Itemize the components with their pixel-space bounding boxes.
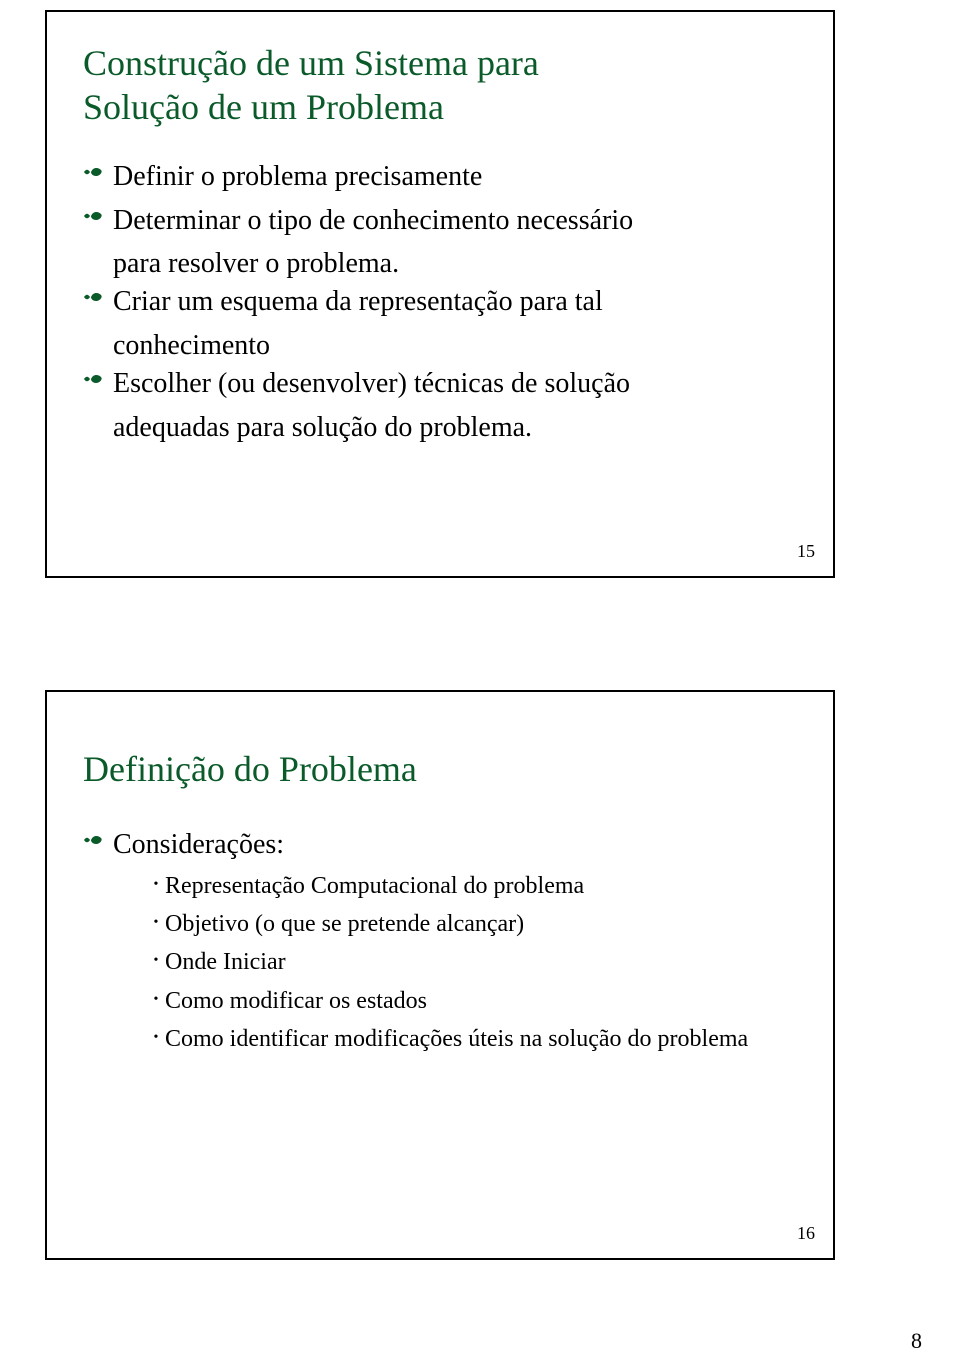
dot-icon: •: [147, 1023, 165, 1053]
bullet-text: Considerações:: [113, 826, 797, 864]
flourish-icon: [83, 208, 107, 222]
sub-bullet-item: • Como identificar modificações úteis na…: [147, 1023, 797, 1055]
bullet-continuation: adequadas para solução do problema.: [113, 409, 797, 447]
sub-bullet-text: Como modificar os estados: [165, 985, 797, 1017]
dot-icon: •: [147, 908, 165, 938]
title-line-1: Construção de um Sistema para: [83, 43, 539, 83]
bullet-continuation: conhecimento: [113, 327, 797, 365]
sub-bullet-text: Como identificar modificações úteis na s…: [165, 1023, 797, 1055]
flourish-icon: [83, 164, 107, 178]
slide-page-number: 16: [797, 1223, 815, 1244]
flourish-icon: [83, 289, 107, 303]
bullet-item: Considerações:: [83, 826, 797, 864]
flourish-icon: [83, 371, 107, 385]
document-page-number: 8: [911, 1328, 922, 1354]
flourish-icon: [83, 832, 107, 846]
sub-bullet-list: • Representação Computacional do problem…: [147, 870, 797, 1056]
slide-2-title: Definição do Problema: [83, 748, 797, 792]
bullet-continuation: para resolver o problema.: [113, 245, 797, 283]
dot-icon: •: [147, 985, 165, 1015]
bullet-item: Escolher (ou desenvolver) técnicas de so…: [83, 365, 797, 403]
sub-bullet-item: • Onde Iniciar: [147, 946, 797, 978]
sub-bullet-text: Onde Iniciar: [165, 946, 797, 978]
bullet-text: Criar um esquema da representação para t…: [113, 283, 797, 321]
slide-1-title: Construção de um Sistema para Solução de…: [83, 42, 797, 130]
slide-page-number: 15: [797, 541, 815, 562]
bullet-text: Definir o problema precisamente: [113, 158, 797, 196]
bullet-text: Determinar o tipo de conhecimento necess…: [113, 202, 797, 240]
sub-bullet-item: • Como modificar os estados: [147, 985, 797, 1017]
sub-bullet-item: • Objetivo (o que se pretende alcançar): [147, 908, 797, 940]
slide-1: Construção de um Sistema para Solução de…: [45, 10, 835, 578]
bullet-text: Escolher (ou desenvolver) técnicas de so…: [113, 365, 797, 403]
sub-bullet-item: • Representação Computacional do problem…: [147, 870, 797, 902]
title-line-2: Solução de um Problema: [83, 87, 444, 127]
sub-bullet-text: Representação Computacional do problema: [165, 870, 797, 902]
dot-icon: •: [147, 870, 165, 900]
bullet-item: Definir o problema precisamente: [83, 158, 797, 196]
bullet-item: Determinar o tipo de conhecimento necess…: [83, 202, 797, 240]
slide-2: Definição do Problema Considerações: • R…: [45, 690, 835, 1260]
bullet-item: Criar um esquema da representação para t…: [83, 283, 797, 321]
dot-icon: •: [147, 946, 165, 976]
sub-bullet-text: Objetivo (o que se pretende alcançar): [165, 908, 797, 940]
